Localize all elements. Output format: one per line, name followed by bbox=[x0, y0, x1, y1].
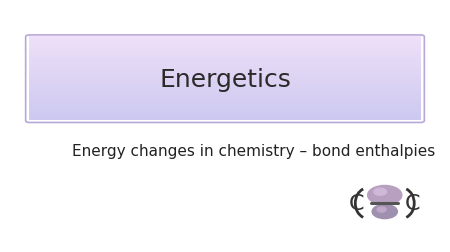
Text: C: C bbox=[405, 193, 420, 213]
Circle shape bbox=[377, 207, 386, 212]
Bar bbox=[29, 44, 421, 46]
Bar bbox=[29, 116, 421, 119]
Bar bbox=[29, 108, 421, 111]
Circle shape bbox=[368, 186, 402, 205]
Bar bbox=[29, 71, 421, 73]
Bar bbox=[29, 89, 421, 92]
Bar bbox=[29, 58, 421, 61]
Bar bbox=[29, 91, 421, 94]
Bar bbox=[29, 46, 421, 48]
Bar bbox=[29, 48, 421, 50]
Bar bbox=[29, 106, 421, 108]
Bar bbox=[29, 52, 421, 54]
Circle shape bbox=[374, 188, 387, 196]
Bar bbox=[29, 81, 421, 84]
Bar bbox=[29, 56, 421, 58]
Bar bbox=[29, 100, 421, 102]
Bar bbox=[29, 79, 421, 81]
Bar bbox=[29, 112, 421, 115]
Bar bbox=[29, 54, 421, 56]
Bar bbox=[29, 110, 421, 113]
Bar bbox=[29, 104, 421, 106]
Bar bbox=[29, 83, 421, 86]
Bar bbox=[29, 93, 421, 96]
Bar bbox=[29, 77, 421, 79]
Text: Energy changes in chemistry – bond enthalpies: Energy changes in chemistry – bond entha… bbox=[72, 144, 435, 159]
Bar bbox=[29, 41, 421, 44]
Bar bbox=[29, 98, 421, 100]
Bar bbox=[29, 39, 421, 42]
Bar bbox=[29, 114, 421, 117]
Bar bbox=[29, 64, 421, 67]
Bar bbox=[29, 102, 421, 104]
Bar bbox=[29, 73, 421, 75]
Bar bbox=[29, 37, 421, 40]
Text: Energetics: Energetics bbox=[159, 68, 291, 91]
Bar bbox=[29, 85, 421, 88]
Text: C: C bbox=[349, 193, 364, 213]
Bar bbox=[29, 60, 421, 63]
Bar bbox=[29, 62, 421, 65]
Bar bbox=[29, 96, 421, 98]
Bar bbox=[29, 75, 421, 77]
Bar bbox=[29, 50, 421, 52]
Circle shape bbox=[372, 205, 397, 219]
Bar bbox=[29, 87, 421, 90]
Bar bbox=[29, 69, 421, 71]
Bar bbox=[29, 66, 421, 69]
Bar bbox=[29, 118, 421, 121]
